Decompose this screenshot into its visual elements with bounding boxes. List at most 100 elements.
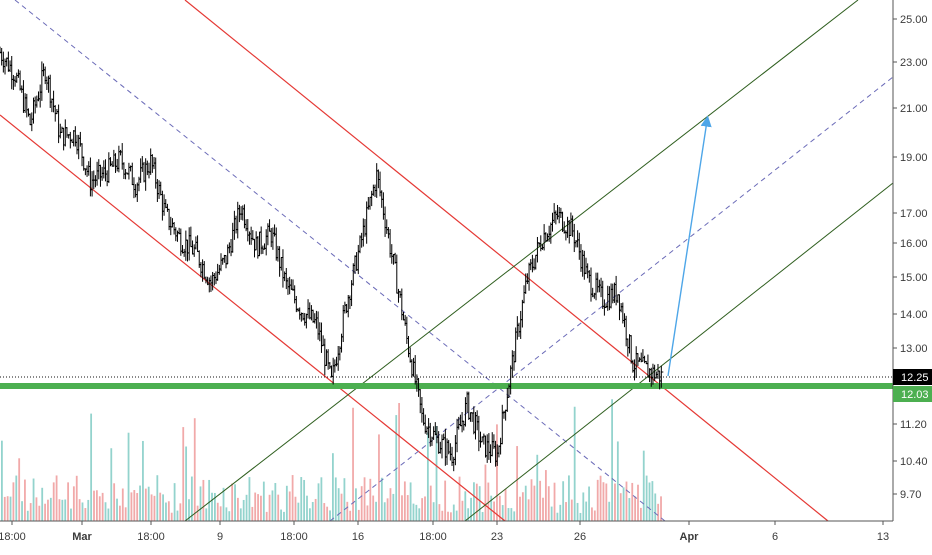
volume-bar (386, 498, 389, 521)
volume-bar (660, 496, 662, 521)
volume-bar (323, 503, 326, 521)
volume-bar (67, 482, 69, 521)
volume-bar (478, 486, 481, 521)
volume-bar (9, 496, 12, 521)
volume-bar (582, 492, 585, 521)
volume-bar (355, 488, 357, 521)
volume-bar (631, 482, 634, 521)
volume-bar (101, 492, 104, 521)
volume-bar (113, 483, 116, 521)
volume-bar (458, 476, 461, 521)
volume-bar (58, 499, 61, 521)
volume-bar (645, 475, 648, 521)
red-channel-midline[interactable] (14, 0, 666, 522)
volume-bar (363, 477, 366, 521)
x-axis[interactable]: 18:00 Mar 18:00 9 18:00 16 18:00 23 26 Apr 6 13 (0, 520, 893, 543)
volume-bar (119, 505, 121, 521)
volume-bar (84, 508, 87, 521)
volume-bar (280, 509, 282, 521)
volume-bar (544, 470, 547, 521)
volume-bar (52, 482, 55, 521)
volume-bar (75, 475, 78, 521)
volume-bar (642, 450, 645, 521)
candle[interactable] (659, 365, 664, 388)
volume-bar (78, 499, 81, 521)
volume-bar (539, 480, 542, 521)
volume-bar (297, 502, 300, 521)
volume-bar (380, 477, 383, 521)
overlay-layer (0, 0, 894, 522)
volume-bar (605, 483, 608, 521)
volume-bar (116, 498, 118, 521)
volume-bar (32, 478, 35, 521)
volume-bar (432, 502, 435, 521)
volume-bar (533, 485, 536, 521)
volume-bar (447, 511, 449, 521)
volume-bar (303, 479, 306, 521)
y-axis[interactable]: 25.00 23.00 21.00 19.00 17.00 16.00 15.00 14.00… (892, 0, 932, 550)
red-channel-lower-line[interactable] (0, 114, 506, 522)
x-tick-label: 9 (217, 531, 223, 543)
volume-bar (90, 413, 93, 521)
volume-bar (139, 485, 141, 521)
plot-area (0, 0, 893, 521)
green-channel-upper-line[interactable] (184, 0, 859, 522)
volume-bar (170, 512, 173, 521)
volume-bar (291, 475, 294, 521)
volume-bar (95, 490, 98, 521)
volume-bar (527, 499, 530, 521)
volume-bar (61, 499, 64, 521)
y-tick-label: 13.00 (900, 343, 928, 355)
volume-bar (3, 496, 6, 521)
volume-bar (455, 510, 458, 521)
volume-bar (285, 485, 288, 521)
green-channel-midline[interactable] (329, 76, 894, 522)
volume-bar (639, 507, 642, 521)
volume-bar (470, 497, 472, 521)
volume-bar (337, 488, 340, 521)
volume-bar (513, 511, 516, 521)
volume-bar (98, 496, 101, 521)
volume-bar (185, 446, 188, 521)
volume-bar (415, 504, 418, 521)
volume-bar (550, 506, 553, 521)
volume-bar (467, 508, 470, 521)
x-tick-label: 18:00 (0, 531, 26, 543)
volume-bar (283, 511, 285, 521)
volume-bar (389, 488, 392, 521)
volume-bar (516, 446, 519, 521)
volume-bar (579, 512, 582, 521)
volume-bar (81, 502, 84, 521)
x-tick-label: 26 (574, 531, 586, 543)
volume-bar (260, 495, 262, 521)
volume-bar (329, 510, 331, 521)
volume-bar (392, 493, 395, 521)
volume-bar (501, 505, 504, 521)
volume-bar (176, 510, 179, 521)
price-label-layer: 12.25 12.03 (893, 369, 932, 402)
volume-bar (357, 509, 360, 521)
volume-bar (507, 508, 510, 521)
volume-bar (461, 500, 464, 521)
volume-bar (306, 495, 308, 521)
volume-bar (127, 432, 130, 521)
projection-arrow[interactable] (667, 115, 712, 377)
volume-bar (349, 510, 352, 521)
y-tick-label: 9.70 (900, 489, 921, 501)
volume-bar (519, 496, 521, 521)
volume-bar (593, 510, 596, 521)
volume-layer (1, 399, 662, 521)
y-tick-label: 23.00 (900, 57, 928, 69)
y-tick-label: 15.00 (900, 272, 928, 284)
volume-bar (424, 496, 426, 521)
volume-bar (222, 487, 225, 521)
volume-bar (167, 501, 170, 521)
volume-bar (481, 512, 484, 521)
green-channel-lower-line[interactable] (464, 182, 894, 522)
volume-bar (366, 505, 369, 521)
red-channel-upper-line[interactable] (184, 0, 829, 522)
y-axis-panel (893, 0, 932, 550)
volume-bar (378, 434, 380, 521)
support-zone-band[interactable] (0, 383, 893, 389)
